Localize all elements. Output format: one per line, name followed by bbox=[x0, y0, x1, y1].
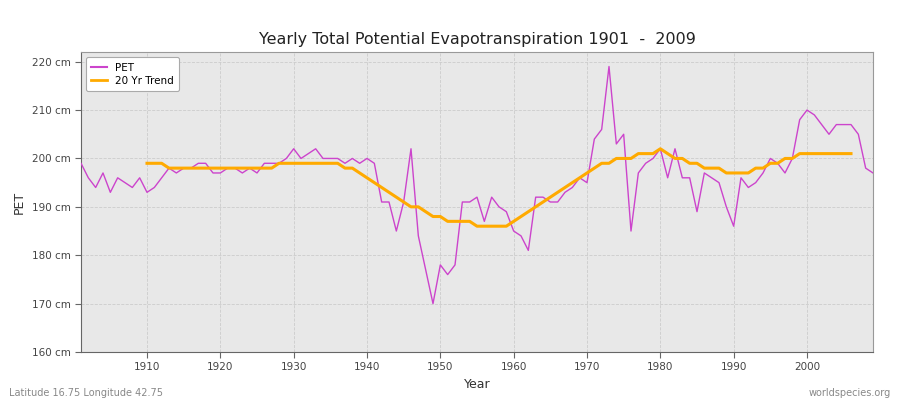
Y-axis label: PET: PET bbox=[14, 190, 26, 214]
X-axis label: Year: Year bbox=[464, 378, 490, 391]
Text: worldspecies.org: worldspecies.org bbox=[809, 388, 891, 398]
Legend: PET, 20 Yr Trend: PET, 20 Yr Trend bbox=[86, 57, 179, 91]
Title: Yearly Total Potential Evapotranspiration 1901  -  2009: Yearly Total Potential Evapotranspiratio… bbox=[258, 32, 696, 47]
Text: Latitude 16.75 Longitude 42.75: Latitude 16.75 Longitude 42.75 bbox=[9, 388, 163, 398]
